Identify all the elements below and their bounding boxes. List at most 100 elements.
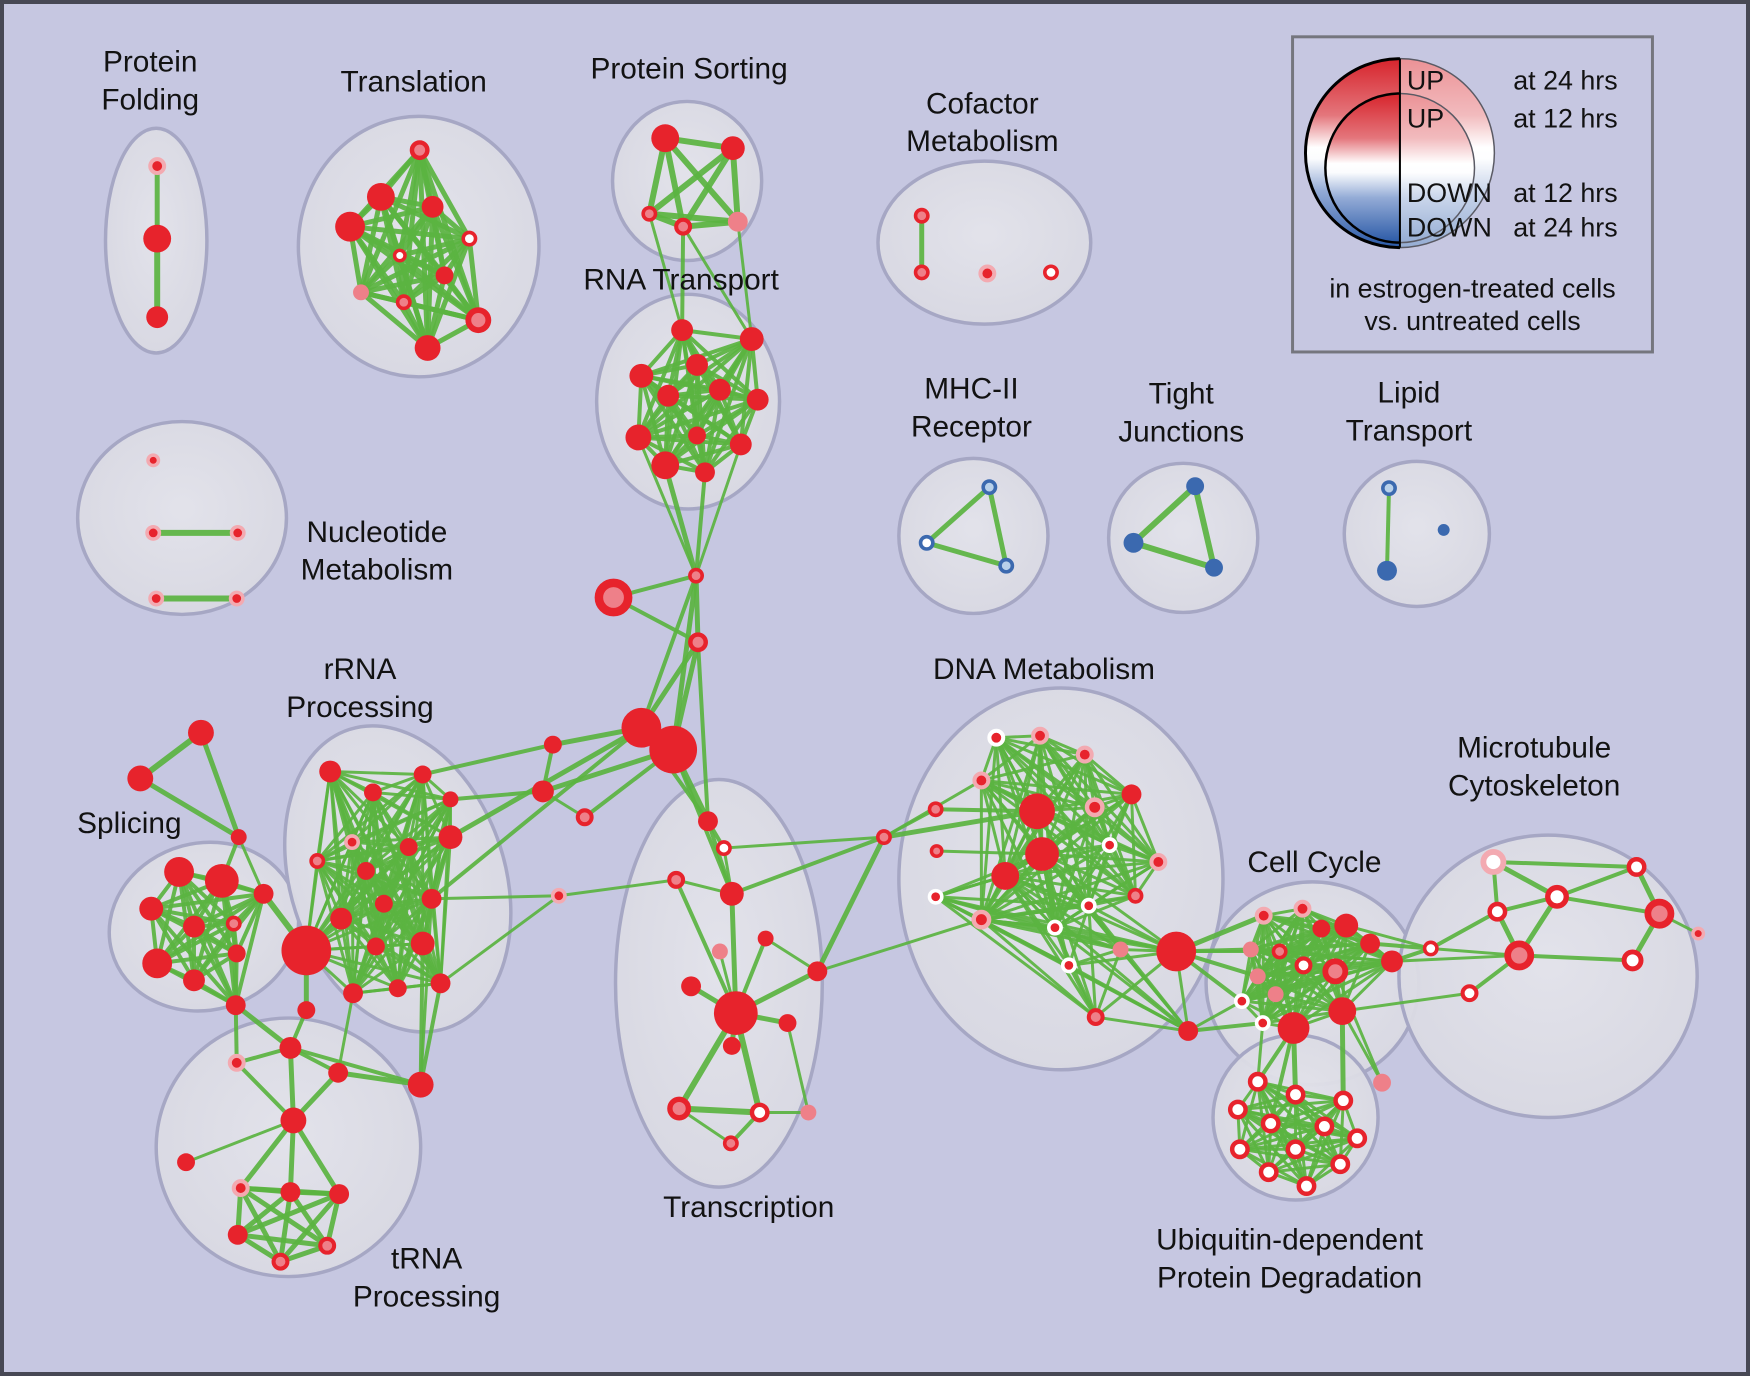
edge-rr14-rr15 (351, 942, 425, 995)
node-rt7 (625, 424, 652, 451)
node-cc0 (1254, 906, 1273, 925)
edge-rr9-rr15 (351, 835, 452, 995)
node-rr21 (532, 780, 554, 803)
node-dm6 (1019, 793, 1055, 830)
node-mh1 (918, 534, 935, 551)
network-nodes (127, 124, 1706, 1271)
node-dm12 (927, 888, 944, 905)
label-mhc-ii-receptor-1: Receptor (911, 410, 1032, 443)
node-dm5 (1084, 797, 1105, 818)
label-lipid-transport-1: Transport (1346, 414, 1473, 447)
node-cc6 (1294, 956, 1313, 975)
region-cofactor-metabolism (876, 159, 1093, 326)
edge-rr4-rr7 (364, 797, 452, 873)
edge-sp0-sp2 (198, 730, 242, 840)
node-rt5 (708, 378, 731, 401)
edge-ps0-ps4 (662, 135, 741, 225)
edge-rr19-rr17 (418, 981, 443, 1087)
edge-rr1-rr3 (328, 770, 425, 776)
edge-dm9-tx3 (729, 835, 886, 896)
node-cc1 (1293, 899, 1312, 918)
node-rr0 (281, 925, 332, 976)
node-cc5 (1271, 943, 1288, 960)
node-dm16 (1121, 784, 1142, 805)
node-cc15 (1381, 950, 1403, 973)
edge-sp12-tn2 (233, 1002, 293, 1051)
edge-ps4-rt1 (736, 220, 754, 341)
node-cf2 (978, 264, 997, 283)
node-lp1 (1437, 523, 1450, 536)
node-dm3 (972, 771, 991, 790)
node-j1 (594, 578, 633, 617)
edge-sp5-sp10 (149, 906, 196, 983)
edge-rr12-rr17 (430, 897, 443, 985)
edge-tl6-tl7 (358, 272, 448, 295)
edge-rt5-rt10 (663, 387, 722, 468)
edge-rr19-tn2 (288, 1045, 423, 1087)
edge-tn8-tn11 (277, 1191, 342, 1265)
node-tx13 (800, 1104, 817, 1121)
node-cc3 (1334, 913, 1359, 938)
node-mt8 (1621, 949, 1644, 972)
edge-tl5-tl7 (358, 253, 403, 295)
edge-cc3-mt4 (1344, 924, 1433, 950)
edge-rr23-rr17 (439, 894, 561, 985)
edge-rr8-rr10 (339, 845, 411, 921)
node-rt1 (739, 327, 764, 351)
node-rr15 (343, 983, 363, 1004)
node-tn6 (231, 1179, 250, 1198)
region-trna-processing (154, 1016, 423, 1279)
edge-cc13-ub2 (1339, 1008, 1346, 1104)
edge-ub12-cc7 (1333, 969, 1384, 1085)
label-nucleotide-metabolism-0: Nucleotide (306, 516, 447, 549)
edge-tl0-tl4 (417, 147, 472, 242)
edge-tn8-tn9 (235, 1191, 342, 1238)
edge-cc5-cc14 (1278, 942, 1372, 953)
node-rt3 (629, 363, 654, 388)
node-tn7 (280, 1182, 301, 1202)
node-pf2 (146, 306, 169, 329)
edge-dm15-dm20 (1067, 904, 1091, 967)
node-tn1 (227, 1053, 246, 1072)
node-ps3 (674, 217, 693, 236)
edge-rt9-j0 (694, 442, 743, 578)
node-cf3 (1043, 264, 1059, 281)
edge-tx2-tx8 (674, 877, 738, 1016)
node-ub9 (1330, 1154, 1351, 1175)
edge-rt6-rt10 (663, 397, 760, 468)
node-tj1 (1123, 532, 1144, 553)
edge-tx0-j2 (696, 640, 710, 824)
node-rt4 (657, 384, 680, 407)
node-rr7 (357, 861, 375, 880)
edge-tj0-tj1 (1130, 483, 1199, 546)
edge-dm19-dm20 (1067, 947, 1123, 967)
node-rr22 (575, 808, 594, 827)
node-tn3 (328, 1062, 349, 1083)
node-cc12 (1277, 1012, 1310, 1044)
label-tight-junctions-1: Junctions (1118, 415, 1244, 448)
node-mt5 (1460, 984, 1479, 1003)
edge-dm23-cc11 (1186, 1021, 1265, 1033)
label-rrna-processing-1: Processing (286, 691, 433, 724)
node-dm13 (971, 909, 992, 930)
label-cofactor-metabolism-0: Cofactor (926, 87, 1039, 120)
edge-cc11-cc14 (1261, 942, 1372, 1025)
node-rt0 (671, 319, 694, 342)
node-j0 (688, 567, 704, 584)
node-ub8 (1285, 1139, 1306, 1160)
edge-dm8-dm22 (1003, 874, 1098, 1019)
label-dna-metabolism: DNA Metabolism (933, 653, 1155, 686)
edge-tl7-tl10 (358, 289, 431, 351)
node-dm10 (929, 844, 944, 859)
edge-ub4-ub6 (1269, 1121, 1359, 1140)
node-dm4 (927, 801, 944, 818)
node-sp10 (183, 969, 205, 992)
node-lp0 (1381, 480, 1397, 497)
node-sp3 (164, 857, 194, 887)
edge-rr9-rr10 (339, 835, 452, 921)
node-tx14 (722, 1135, 739, 1152)
node-rr6 (309, 853, 326, 869)
edge-dm1-dm13 (979, 734, 1042, 922)
legend-inner-left-arc-icon (1324, 92, 1400, 244)
